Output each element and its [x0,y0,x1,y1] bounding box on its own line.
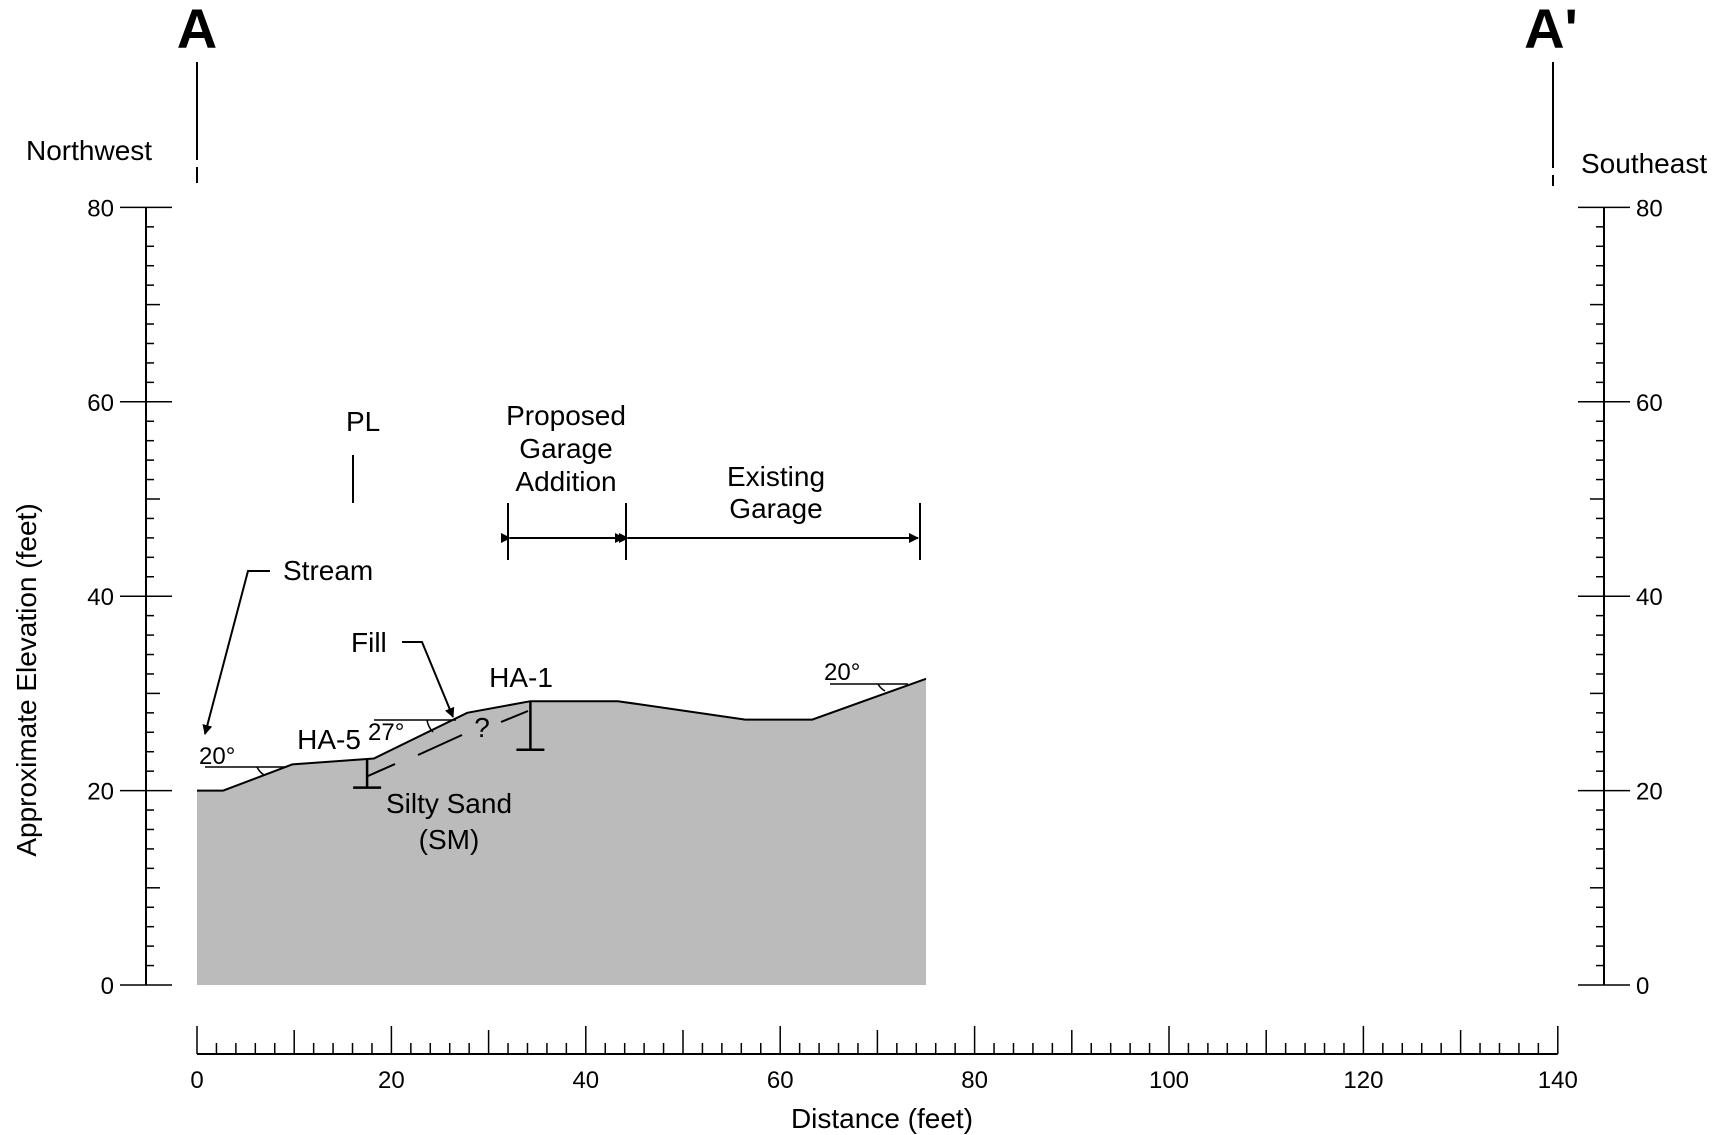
tick-label: 80 [961,1067,988,1094]
slope-symbol-east: 20° [824,659,908,692]
ground-surface-line [197,677,927,792]
tick-label: 40 [1636,584,1663,611]
tick-label: 60 [1636,390,1663,417]
boring-label: HA-5 [297,724,361,755]
tick-label: 20 [1636,779,1663,806]
tick-label: 120 [1343,1067,1383,1094]
soil-label-line1: Silty Sand [386,788,512,819]
existing-label-line1: Existing [727,461,825,492]
tick-label: 60 [87,390,114,417]
left-elevation-axis: 0 20 40 60 80 [87,195,172,1000]
proposed-label-line3: Addition [515,466,616,497]
fill-label: Fill [351,627,387,658]
fill-contact-line-middle [417,734,463,756]
existing-label-line2: Garage [729,493,822,524]
tick-label: 0 [190,1067,203,1094]
proposed-garage-extent: Proposed Garage Addition [501,400,627,560]
end-direction-label: Southeast [1581,148,1707,179]
tick-label: 100 [1149,1067,1189,1094]
distance-axis: 0 20 40 60 80 100 120 140 [190,1026,1578,1094]
tick-label: 0 [1636,973,1649,1000]
section-end-label: A' [1524,0,1578,60]
stream-label: Stream [283,555,373,586]
fill-leader-line [402,641,455,718]
tick-label: 40 [572,1067,599,1094]
y-axis-title: Approximate Elevation (feet) [11,503,42,856]
start-direction-label: Northwest [26,135,152,166]
x-axis-title: Distance (feet) [791,1103,973,1134]
ground-section-fill [197,678,926,985]
proposed-label-line1: Proposed [506,400,626,431]
slope-symbol-fill: 27° [368,719,456,746]
right-elevation-axis: 0 20 40 60 80 [1578,195,1663,1000]
boring-label: HA-1 [489,662,553,693]
tick-label: 80 [1636,195,1663,222]
property-line-marker: PL [346,406,380,503]
tick-label: 20 [378,1067,405,1094]
slope-angle-label: 20° [824,659,860,686]
fill-contact-line-lower [367,763,396,777]
slope-symbol-stream: 20° [199,743,285,776]
stream-leader-line [202,570,270,735]
tick-label: 80 [87,195,114,222]
section-start-label: A [177,0,217,60]
proposed-label-line2: Garage [519,433,612,464]
tick-label: 20 [87,779,114,806]
slope-angle-label: 20° [199,743,235,770]
boring-ha-1: HA-1 [489,662,553,752]
tick-label: 140 [1538,1067,1578,1094]
fill-contact-line-upper [500,710,529,723]
property-line-label: PL [346,406,380,437]
tick-label: 60 [767,1067,794,1094]
section-marker-a-prime: A' Southeast [1524,0,1707,186]
section-marker-a: A Northwest [26,0,217,183]
tick-label: 40 [87,584,114,611]
contact-query-label: ? [474,712,490,743]
boring-ha-5: HA-5 [297,724,382,789]
tick-label: 0 [101,973,114,1000]
soil-label-line2: (SM) [419,824,480,855]
slope-angle-label: 27° [368,719,404,746]
existing-garage-extent: Existing Garage [619,461,921,560]
